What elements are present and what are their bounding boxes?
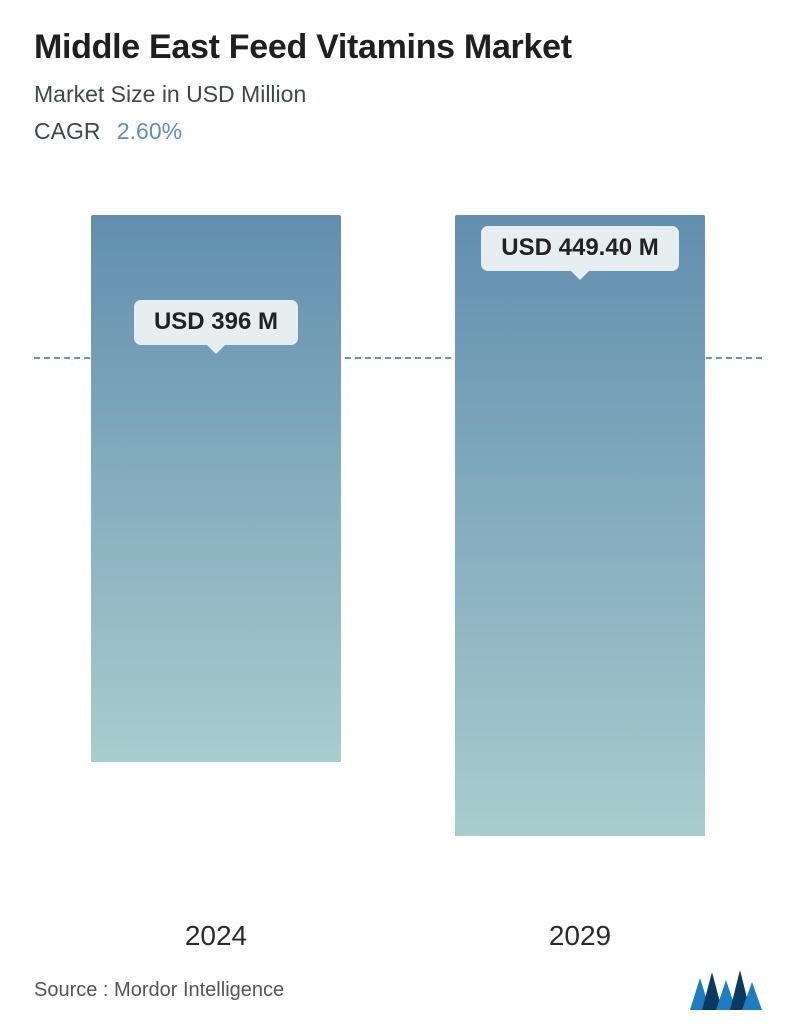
chart-title: Middle East Feed Vitamins Market [34,28,762,67]
brand-logo-icon [690,970,762,1010]
x-axis: 2024 2029 [34,920,762,952]
cagr-label: CAGR [34,118,100,144]
bar-group: USD 449.40 M [420,215,740,906]
bars-container: USD 396 M USD 449.40 M [34,215,762,906]
footer-row: Source : Mordor Intelligence [34,970,762,1014]
value-bubble: USD 449.40 M [481,226,678,271]
bar [91,215,341,762]
chart-area: USD 396 M USD 449.40 M 2024 2029 [34,215,762,964]
logo-svg [690,970,762,1010]
bar-group: USD 396 M [56,215,376,906]
cagr-row: CAGR 2.60% [34,118,762,145]
x-tick-label: 2024 [56,920,376,952]
bar [455,215,705,836]
source-text: Source : Mordor Intelligence [34,979,284,1002]
x-tick-label: 2029 [420,920,740,952]
cagr-value: 2.60% [117,118,182,144]
chart-subtitle: Market Size in USD Million [34,81,762,108]
value-bubble: USD 396 M [134,300,298,345]
